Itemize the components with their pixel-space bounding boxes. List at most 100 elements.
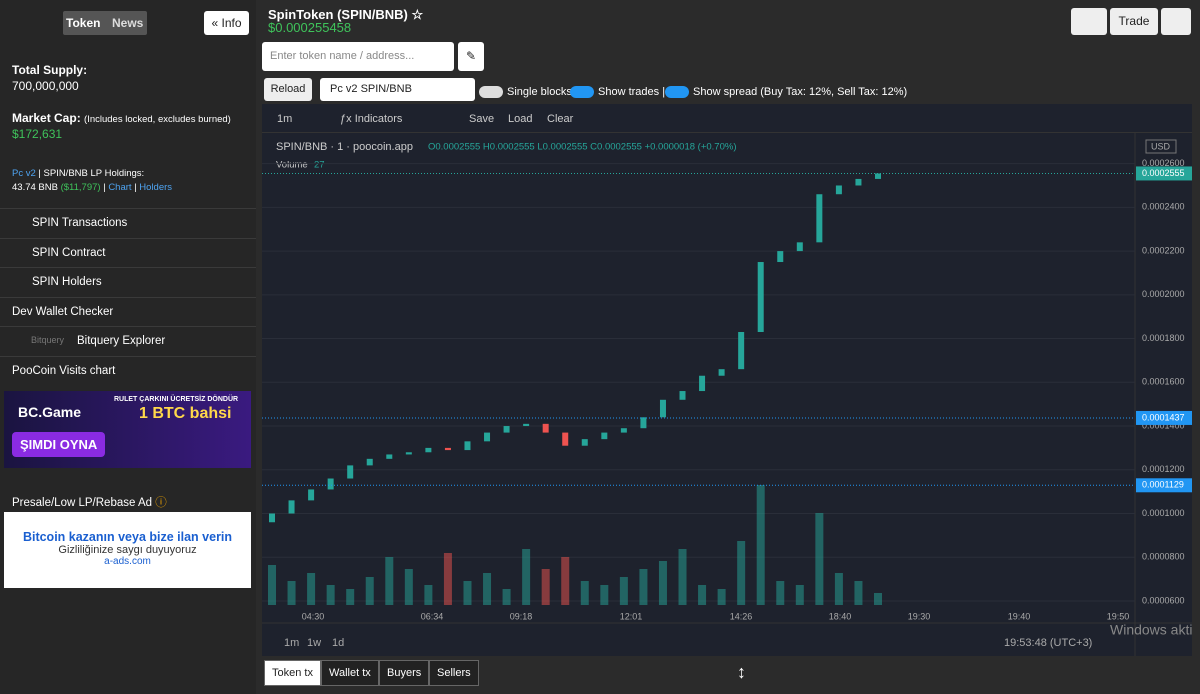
icon-button[interactable] [1071, 8, 1107, 35]
range[interactable]: 1w [307, 637, 321, 649]
info-button[interactable]: « Info [204, 11, 249, 35]
candle [581, 439, 588, 446]
volume-bar [678, 549, 687, 605]
sidebar-link[interactable]: Bitquery Explorer [0, 326, 256, 355]
candle [386, 454, 393, 459]
label: Total Supply: [12, 63, 88, 77]
toolbar-item[interactable]: Clear [547, 113, 574, 125]
price-badge-label: 0.0001437 [1142, 412, 1185, 422]
x-tick-label: 12:01 [620, 611, 643, 621]
volume-bar [619, 577, 628, 605]
trade-button[interactable]: Trade [1110, 8, 1158, 35]
y-tick-label: 0.0000800 [1142, 552, 1185, 562]
x-tick-label: 06:34 [421, 611, 444, 621]
volume-bar [424, 585, 433, 605]
y-tick-label: 0.0002200 [1142, 245, 1185, 255]
pair-select[interactable]: Pc v2 SPIN/BNB [320, 78, 475, 101]
toolbar-item[interactable]: Load [508, 113, 533, 125]
token-title: SpinToken (SPIN/BNB) ☆ [268, 7, 424, 22]
y-tick-label: 0.0002600 [1142, 158, 1185, 168]
link[interactable]: Pc v2 [12, 168, 36, 179]
y-tick-label: 0.0001000 [1142, 508, 1185, 518]
sidebar-link[interactable]: SPIN Transactions [0, 208, 256, 237]
candle [601, 432, 608, 440]
sidebar-link[interactable]: Dev Wallet Checker [0, 296, 256, 326]
volume-bar [698, 585, 707, 605]
volume-bar [776, 581, 785, 605]
label: Info [221, 16, 242, 30]
tab[interactable]: News [112, 16, 144, 30]
resize-handle[interactable]: ↕ [737, 662, 746, 682]
label: Market Cap: (Includes locked, excludes b… [12, 111, 231, 125]
candle [405, 452, 412, 455]
link[interactable]: Chart [108, 182, 132, 193]
bottom-tab[interactable]: Sellers [429, 660, 479, 686]
volume-bar [365, 577, 374, 605]
t: | [103, 182, 106, 193]
volume-bar [756, 485, 765, 605]
sidebar-link[interactable]: SPIN Contract [0, 237, 256, 267]
volume-value: 27 [314, 160, 325, 171]
candle [718, 369, 725, 376]
currency-box[interactable] [1145, 139, 1177, 154]
x-tick-label: 19:50 [1107, 611, 1130, 621]
y-tick-label: 0.0000600 [1142, 595, 1185, 605]
y-tick-label: 0.0002400 [1142, 202, 1185, 212]
sidebar-link[interactable]: SPIN Holders [0, 267, 256, 296]
volume-bar [307, 573, 316, 605]
tab[interactable]: Token [66, 16, 101, 30]
ad-button[interactable]: ŞIMDI OYNA [12, 432, 106, 457]
toggle[interactable] [665, 86, 689, 98]
candle [523, 423, 530, 427]
clock: 19:53:48 (UTC+3) [1004, 637, 1092, 649]
toolbar-item[interactable]: Save [469, 113, 495, 125]
volume-bar [639, 569, 648, 605]
x-tick-label: 14:26 [730, 611, 753, 621]
candle [464, 441, 471, 451]
candle [620, 428, 627, 433]
note: (Includes locked, excludes burned) [84, 114, 231, 125]
t: 43.74 BNB [12, 182, 58, 193]
ad-text[interactable]: Bitcoin kazanın veya bize ilan verin Giz… [4, 512, 251, 588]
value: 700,000,000 [12, 79, 79, 93]
candle [640, 417, 647, 429]
toolbar-item[interactable]: ƒx Indicators [340, 113, 403, 125]
candle [308, 489, 315, 501]
token-price: $0.000255458 [268, 20, 352, 35]
volume-bar [346, 589, 355, 605]
sidebar-link[interactable]: PooCoin Visits chart [0, 355, 256, 385]
icon-button[interactable] [1161, 8, 1191, 35]
volume-bar [443, 553, 452, 605]
edit-button[interactable]: ✎ [458, 42, 484, 71]
toggle[interactable] [570, 86, 594, 98]
volume-bar [268, 565, 276, 605]
bottom-tab[interactable]: Token tx [264, 660, 321, 686]
toolbar-item[interactable]: 1m [277, 113, 293, 125]
range[interactable]: 1m [284, 637, 299, 649]
y-tick-label: 0.0001400 [1142, 420, 1185, 430]
currency: USD [1151, 141, 1171, 151]
candle [327, 478, 334, 490]
link[interactable]: Holders [139, 182, 173, 193]
reload-button[interactable]: Reload [264, 78, 312, 101]
bottom-tab[interactable]: Buyers [379, 660, 430, 686]
t: 1 BTC bahsi [139, 405, 232, 422]
ad-banner[interactable]: BC.Game RULET ÇARKINI ÜCRETSİZ DÖNDÜR 1 … [4, 391, 251, 468]
t: SpinToken (SPIN/BNB) [268, 7, 408, 22]
bottom-tab[interactable]: Wallet tx [321, 660, 379, 686]
candle [777, 251, 784, 263]
volume-bar [834, 573, 843, 605]
candle [366, 458, 373, 466]
x-tick-label: 04:30 [302, 611, 325, 621]
ohlc: O0.0002555 H0.0002555 L0.0002555 C0.0002… [428, 142, 737, 153]
volume-bar [561, 557, 570, 605]
volume-bar [737, 541, 746, 605]
range[interactable]: 1d [332, 637, 344, 649]
toggle[interactable] [479, 86, 503, 98]
y-tick-label: 0.0001600 [1142, 377, 1185, 387]
sidebar: Token News « Info Total Supply: 700,000,… [0, 0, 256, 694]
volume-bar [463, 581, 472, 605]
chart-legend: SPIN/BNB · 1 · poocoin.app [276, 141, 413, 153]
search-input[interactable]: Enter token name / address... [262, 42, 454, 71]
toggle-label: Show trades | [598, 86, 666, 98]
